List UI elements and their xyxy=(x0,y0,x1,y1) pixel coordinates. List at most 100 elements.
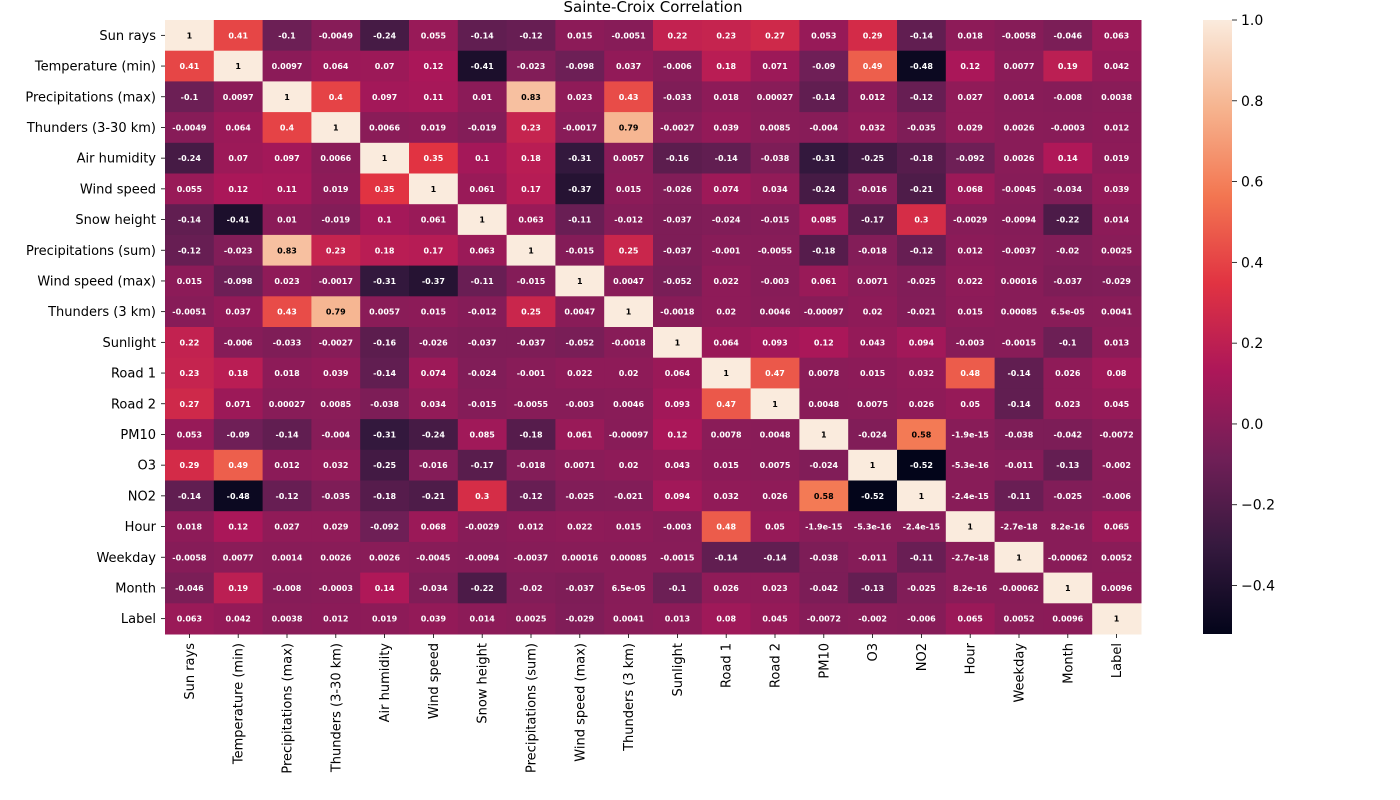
cell-value-label: 0.0057 xyxy=(369,308,400,317)
cell-value-label: -0.025 xyxy=(907,584,936,593)
heatmap-cell xyxy=(701,419,752,451)
cell-value-label: 0.015 xyxy=(567,31,593,40)
heatmap-cell xyxy=(1092,81,1142,113)
cell-value-label: 0.032 xyxy=(909,369,934,378)
cell-value-label: 0.1 xyxy=(475,154,490,163)
heatmap-cell xyxy=(311,265,361,297)
cell-value-label: -0.037 xyxy=(468,338,497,347)
cell-value-label: -0.006 xyxy=(224,338,253,347)
cell-value-label: 0.0026 xyxy=(369,553,400,562)
heatmap-cell xyxy=(409,112,459,144)
heatmap-cell xyxy=(750,480,800,512)
cell-value-label: 0.063 xyxy=(177,615,202,624)
cell-value-label: -0.37 xyxy=(568,185,591,194)
heatmap-cell xyxy=(750,357,800,389)
heatmap-cell xyxy=(994,541,1044,574)
heatmap-cell xyxy=(409,234,459,267)
cell-value-label: 8.2e-16 xyxy=(953,584,987,593)
heatmap-cell xyxy=(506,234,556,267)
cell-value-label: -0.011 xyxy=(858,553,887,562)
heatmap-cell xyxy=(213,173,264,205)
heatmap-cell xyxy=(555,511,605,543)
cell-value-label: 0.18 xyxy=(228,369,248,378)
row-label-sunlight: Sunlight xyxy=(102,336,156,351)
heatmap-cell xyxy=(311,296,361,328)
cell-value-label: 0.0026 xyxy=(1004,123,1035,132)
heatmap-cell xyxy=(506,81,556,113)
heatmap-cell xyxy=(994,50,1044,82)
heatmap-cell xyxy=(653,50,703,82)
cell-value-label: 0.58 xyxy=(814,492,834,501)
cell-value-label: 0.02 xyxy=(716,308,736,317)
cell-value-label: -0.24 xyxy=(178,154,201,163)
heatmap-cell xyxy=(165,234,215,267)
cell-value-label: 0.032 xyxy=(714,492,739,501)
cell-value-label: 0.14 xyxy=(375,584,395,593)
cell-value-label: 0.0026 xyxy=(1004,154,1035,163)
heatmap-cell xyxy=(262,357,312,389)
heatmap-cell xyxy=(506,265,556,297)
cell-value-label: 0.02 xyxy=(619,369,639,378)
heatmap-cell xyxy=(506,603,556,635)
heatmap-cell xyxy=(897,572,947,604)
cell-value-label: 0.026 xyxy=(909,400,935,409)
heatmap-cell xyxy=(165,327,215,359)
column-label-label: Label xyxy=(1110,643,1125,678)
heatmap-cell xyxy=(897,541,947,574)
cell-value-label: -0.21 xyxy=(422,492,445,501)
heatmap-cell xyxy=(360,541,410,574)
cell-value-label: -0.098 xyxy=(565,62,594,71)
cell-value-label: -0.22 xyxy=(1056,216,1079,225)
cell-value-label: -0.31 xyxy=(568,154,591,163)
cell-value-label: -0.025 xyxy=(907,277,936,286)
colorbar-tick-label: 0.2 xyxy=(1241,336,1263,352)
heatmap-cell xyxy=(945,449,996,481)
heatmap-cell xyxy=(457,20,508,52)
heatmap-cell xyxy=(262,480,312,512)
cell-value-label: -0.14 xyxy=(715,154,738,163)
cell-value-label: -0.029 xyxy=(565,615,594,624)
heatmap-cell xyxy=(1043,603,1093,635)
cell-value-label: 0.042 xyxy=(1104,62,1129,71)
heatmap-cell xyxy=(1092,20,1142,52)
heatmap-cell xyxy=(555,265,605,297)
cell-value-label: -0.24 xyxy=(373,31,396,40)
heatmap-cell xyxy=(262,234,312,267)
heatmap-cell xyxy=(604,327,654,359)
cell-value-label: 0.17 xyxy=(521,185,541,194)
cell-value-label: 0.11 xyxy=(424,93,444,102)
cell-value-label: -0.00062 xyxy=(999,584,1039,593)
cell-value-label: 0.043 xyxy=(665,461,690,470)
cell-value-label: 0.061 xyxy=(470,185,496,194)
heatmap-cell xyxy=(1043,541,1093,574)
heatmap-cell xyxy=(555,603,605,635)
heatmap-cell xyxy=(945,296,996,328)
heatmap-cell xyxy=(701,81,752,113)
cell-value-label: 0.042 xyxy=(226,615,251,624)
heatmap-cell xyxy=(799,142,849,174)
cell-value-label: 0.0041 xyxy=(613,615,644,624)
cell-value-label: 0.02 xyxy=(863,308,883,317)
heatmap-cell xyxy=(311,449,361,481)
heatmap-cell xyxy=(1043,50,1093,82)
cell-value-label: -0.046 xyxy=(1053,31,1082,40)
heatmap-cell xyxy=(701,327,752,359)
cell-value-label: 0.029 xyxy=(958,123,984,132)
cell-value-label: -0.038 xyxy=(809,553,838,562)
cell-value-label: 0.019 xyxy=(421,123,447,132)
heatmap-cell xyxy=(262,511,312,543)
heatmap-cell xyxy=(994,572,1044,604)
heatmap-cell xyxy=(604,388,654,420)
cell-value-label: -0.035 xyxy=(907,123,936,132)
cell-value-label: 0.0097 xyxy=(272,62,303,71)
heatmap-cell xyxy=(994,204,1044,236)
cell-value-label: -0.0017 xyxy=(563,123,597,132)
heatmap-cell xyxy=(409,388,459,420)
cell-value-label: -0.0003 xyxy=(1051,123,1085,132)
cell-value-label: -0.48 xyxy=(910,62,933,71)
cell-value-label: 0.08 xyxy=(1107,369,1127,378)
cell-value-label: 0.23 xyxy=(716,31,736,40)
heatmap-cell xyxy=(1092,204,1142,236)
cell-value-label: -0.006 xyxy=(1102,492,1131,501)
heatmap-cell xyxy=(604,603,654,635)
